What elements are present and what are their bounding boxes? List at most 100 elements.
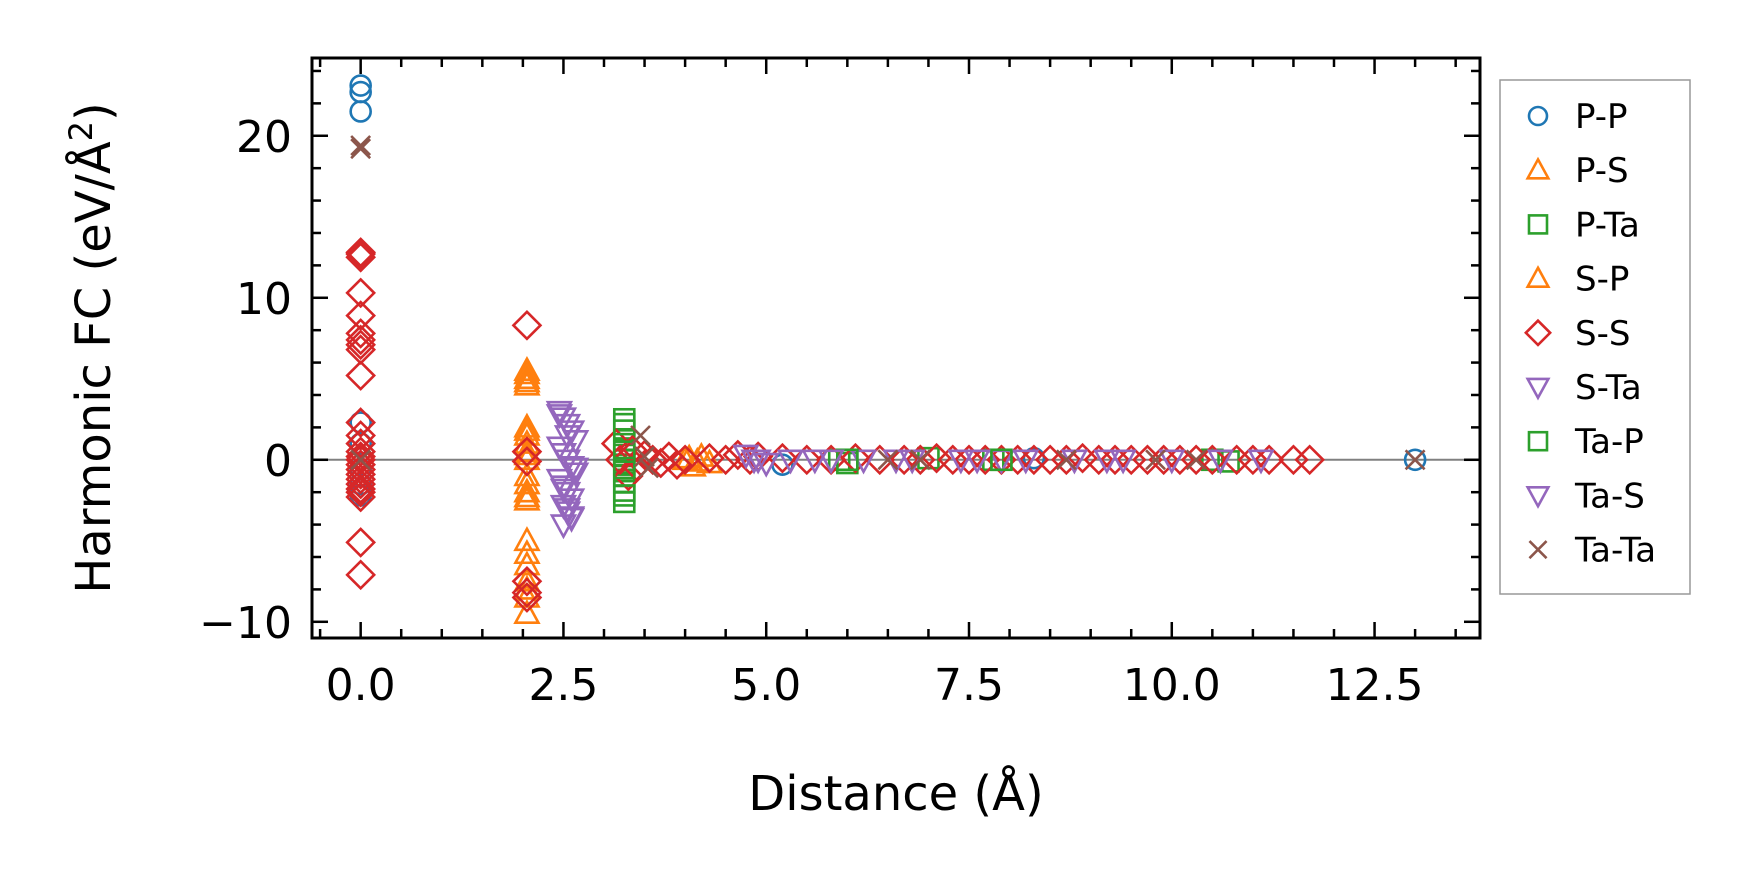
- data-point: [345, 473, 377, 505]
- x-tick-label: 0.0: [326, 660, 396, 711]
- y-axis-label: Harmonic FC (eV/Å2): [62, 102, 122, 594]
- legend-entry-s-s: S-S: [1524, 314, 1630, 354]
- data-point: [553, 425, 582, 451]
- data-point: [877, 449, 899, 471]
- data-point: [1093, 449, 1121, 475]
- data-point: [963, 449, 991, 475]
- data-point: [840, 442, 871, 474]
- legend-entry-s-p: S-P: [1525, 260, 1629, 300]
- data-point: [350, 138, 372, 160]
- data-point: [1403, 448, 1427, 472]
- legend-marker: [1527, 105, 1549, 127]
- data-point: [909, 449, 931, 471]
- data-point: [345, 360, 377, 391]
- data-point: [513, 364, 541, 390]
- data-point: [1247, 449, 1275, 475]
- data-point: [630, 425, 651, 446]
- y-axis-label-superscript: 2: [62, 121, 100, 141]
- legend-label: S-Ta: [1575, 368, 1642, 408]
- legend-label: Ta-S: [1574, 476, 1645, 516]
- legend-label: S-P: [1575, 260, 1629, 300]
- legend-label: Ta-P: [1574, 422, 1644, 462]
- data-point: [801, 449, 829, 475]
- data-point: [1109, 449, 1137, 475]
- data-point: [1050, 444, 1082, 476]
- y-tick-label: 10: [236, 274, 292, 325]
- legend: P-P P-S P-Ta S-P S-S S-Ta Ta-P Ta-S Ta-Ta: [1499, 79, 1691, 595]
- data-point: [345, 463, 377, 495]
- legend-marker: [1525, 485, 1551, 509]
- data-point: [612, 412, 636, 436]
- x-tick-label: 2.5: [528, 660, 598, 711]
- data-point: [345, 238, 377, 270]
- data-point: [513, 477, 541, 503]
- series-ta-ta: [350, 135, 1426, 479]
- data-point: [345, 476, 377, 508]
- data-point: [557, 506, 586, 532]
- plot-area: [312, 74, 1480, 624]
- data-point: [511, 309, 543, 341]
- data-point: [683, 446, 711, 472]
- legend-marker: [1525, 265, 1551, 289]
- data-point: [511, 565, 543, 597]
- data-point: [990, 448, 1013, 472]
- data-point: [345, 559, 377, 591]
- data-point: [345, 527, 377, 558]
- data-point: [904, 444, 936, 476]
- data-point: [1145, 449, 1166, 471]
- data-point: [732, 444, 760, 470]
- data-point: [744, 449, 772, 475]
- series-ta-s: [545, 404, 1275, 532]
- data-point: [513, 359, 541, 385]
- data-point: [864, 444, 896, 476]
- data-point: [612, 460, 644, 492]
- legend-label: S-S: [1575, 314, 1630, 354]
- data-point: [349, 100, 372, 123]
- data-point: [345, 318, 377, 349]
- tick-labels: 0.0 2.5 5.0 7.5 10.0 12.5 −10 0 10 20: [199, 112, 1423, 711]
- data-point: [1294, 444, 1326, 476]
- data-point: [776, 449, 805, 475]
- data-point: [513, 539, 541, 565]
- legend-marker: [1527, 430, 1549, 452]
- data-point: [511, 577, 543, 608]
- legend-marker: [1524, 318, 1552, 347]
- data-point: [545, 404, 574, 430]
- data-point: [604, 444, 636, 476]
- data-point: [634, 446, 655, 467]
- data-point: [1022, 446, 1046, 470]
- data-point: [669, 444, 701, 476]
- plot-frame: [310, 56, 1482, 640]
- legend-marker: [1525, 156, 1551, 180]
- legend-marker: [1528, 540, 1548, 560]
- legend-entry-s-ta: S-Ta: [1525, 368, 1642, 408]
- legend-marker: [1527, 214, 1549, 235]
- data-point: [350, 449, 372, 471]
- data-point: [661, 449, 693, 480]
- data-point: [513, 598, 541, 624]
- legend-entry-ta-s: Ta-S: [1525, 476, 1645, 516]
- y-tick-label: 0: [264, 436, 292, 487]
- y-tick-label: 20: [236, 112, 292, 163]
- data-point: [1012, 449, 1040, 475]
- legend-label: P-S: [1575, 151, 1629, 191]
- data-point: [513, 485, 541, 511]
- data-point: [513, 436, 541, 462]
- legend-entry-p-p: P-P: [1527, 97, 1628, 137]
- data-point: [513, 482, 541, 508]
- data-point: [345, 277, 377, 309]
- data-point: [612, 484, 636, 507]
- data-point: [638, 457, 660, 479]
- data-point: [612, 456, 636, 480]
- data-point: [345, 444, 377, 476]
- data-point: [345, 481, 377, 513]
- x-tick-label: 10.0: [1123, 660, 1221, 711]
- data-point: [1404, 449, 1426, 471]
- legend-label: P-Ta: [1575, 205, 1640, 245]
- data-point: [817, 449, 845, 475]
- legend-entry-p-ta: P-Ta: [1527, 205, 1640, 245]
- data-point: [345, 241, 377, 273]
- x-tick-label: 5.0: [731, 660, 801, 711]
